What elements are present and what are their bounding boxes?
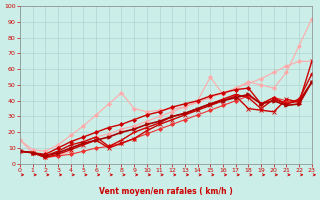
X-axis label: Vent moyen/en rafales ( km/h ): Vent moyen/en rafales ( km/h ) xyxy=(99,187,233,196)
